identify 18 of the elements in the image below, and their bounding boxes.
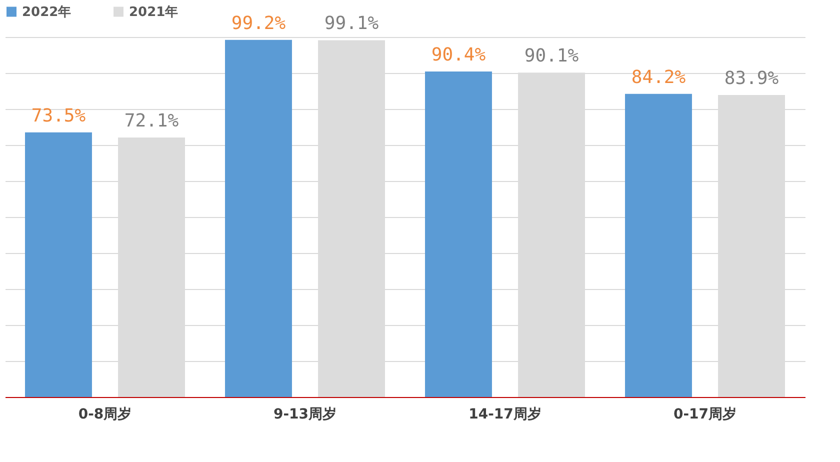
- x-tick-label: 14-17周岁: [468, 406, 542, 422]
- x-tick-label: 9-13周岁: [273, 406, 337, 422]
- data-label: 83.9%: [724, 68, 779, 89]
- data-label: 99.1%: [324, 13, 379, 34]
- bar: [225, 40, 292, 397]
- data-label: 72.1%: [124, 110, 179, 132]
- bar: [625, 94, 692, 397]
- bar: [425, 72, 492, 397]
- x-tick-label: 0-17周岁: [673, 406, 737, 422]
- legend-label: 2021年: [129, 4, 178, 20]
- bar: [25, 132, 92, 397]
- x-tick-label: 0-8周岁: [78, 406, 132, 422]
- legend-label: 2022年: [22, 4, 72, 20]
- data-label: 73.5%: [31, 105, 86, 126]
- data-label: 90.1%: [524, 46, 579, 67]
- data-label: 90.4%: [431, 44, 486, 66]
- data-label: 99.2%: [231, 12, 286, 34]
- data-label: 84.2%: [631, 66, 686, 88]
